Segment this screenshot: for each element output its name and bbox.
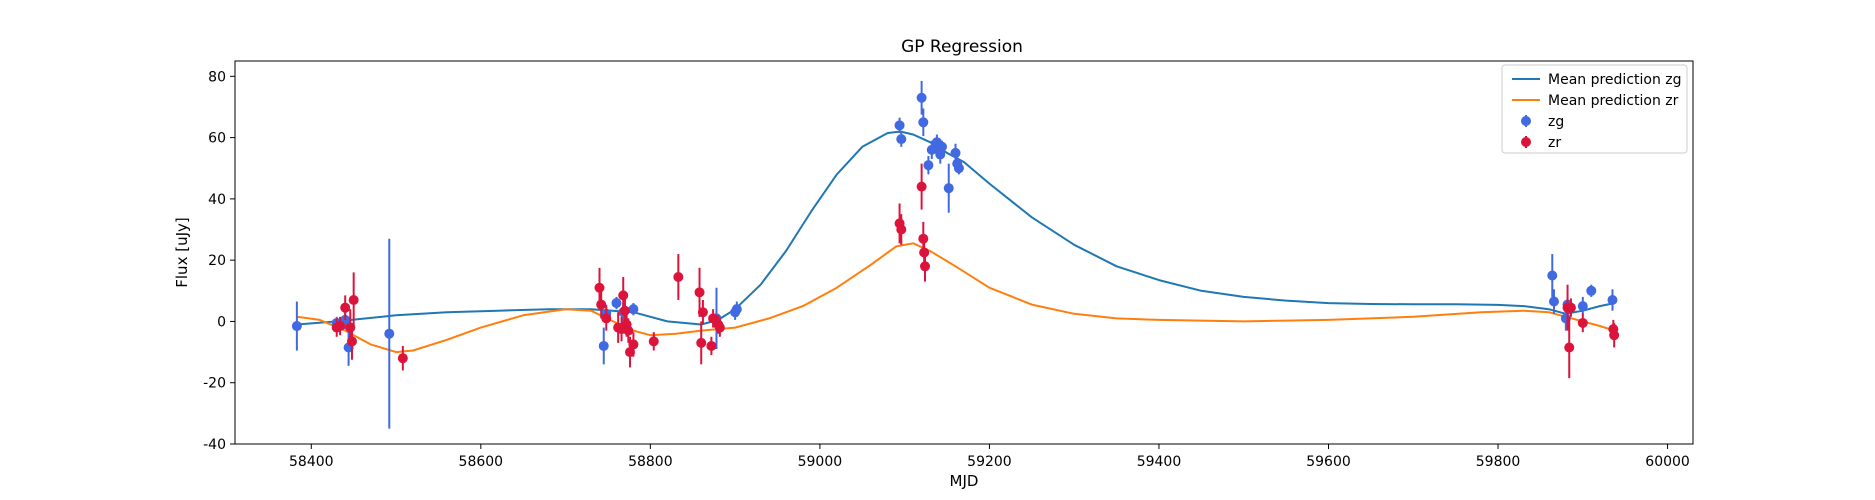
data-point [896, 224, 907, 235]
data-point [936, 141, 947, 152]
data-point [697, 307, 708, 318]
data-point [731, 304, 742, 315]
data-point [1565, 302, 1576, 313]
x-axis-label: MJD [950, 472, 979, 490]
data-point [894, 120, 905, 131]
data-point [648, 336, 659, 347]
data-point [673, 272, 684, 283]
data-point [923, 160, 934, 171]
data-point [619, 305, 630, 316]
data-point [397, 353, 408, 364]
data-point [916, 181, 927, 192]
data-point [953, 163, 964, 174]
legend-entry-label: zg [1548, 114, 1564, 130]
data-point [714, 322, 725, 333]
data-point [896, 134, 907, 145]
x-tick-label: 59000 [798, 454, 843, 470]
data-point [1564, 342, 1575, 353]
x-tick-label: 59600 [1306, 454, 1351, 470]
data-point [943, 183, 954, 194]
data-point [1577, 317, 1588, 328]
y-axis-ticks: -40 -20 0 20 40 60 80 [203, 69, 235, 453]
y-axis-label: Flux [uJy] [173, 217, 191, 287]
y-tick-label: -40 [203, 437, 226, 453]
y-tick-label: 60 [208, 131, 226, 147]
axes-frame [234, 60, 1694, 445]
x-tick-label: 58800 [628, 454, 673, 470]
data-point [920, 261, 931, 272]
data-point [346, 336, 357, 347]
legend-box [1501, 64, 1688, 154]
data-point [1586, 285, 1597, 296]
data-point [1607, 294, 1618, 305]
data-point [596, 299, 607, 310]
data-point [706, 340, 717, 351]
data-point [384, 328, 395, 339]
legend-marker-swatch [1521, 116, 1531, 126]
data-point [1609, 330, 1620, 341]
legend: Mean prediction zg Mean prediction zr zg zr [1501, 64, 1688, 154]
data-point [598, 340, 609, 351]
series-zg [291, 80, 1618, 429]
x-tick-label: 58400 [289, 454, 334, 470]
y-tick-label: 40 [208, 192, 226, 208]
x-axis-ticks: 58400 58600 58800 59000 59200 59400 59600 59800… [289, 444, 1690, 470]
data-point [618, 290, 629, 301]
legend-entry-label: Mean prediction zg [1548, 72, 1682, 88]
data-point [916, 92, 927, 103]
data-point [696, 337, 707, 348]
data-point [335, 321, 346, 332]
data-point [628, 304, 639, 315]
data-point [340, 302, 351, 313]
legend-entry-label: zr [1548, 135, 1561, 151]
x-tick-label: 59400 [1137, 454, 1182, 470]
data-point [611, 298, 622, 309]
y-tick-label: 0 [217, 314, 226, 330]
data-point [623, 325, 634, 336]
chart-title: GP Regression [901, 37, 1023, 57]
x-tick-label: 58600 [459, 454, 504, 470]
y-tick-label: 80 [208, 69, 226, 85]
data-point [950, 147, 961, 158]
data-point [348, 294, 359, 305]
data-point [1547, 270, 1558, 281]
data-point [601, 313, 612, 324]
x-tick-label: 60000 [1645, 454, 1690, 470]
series-zr [331, 163, 1620, 379]
data-point [1548, 296, 1559, 307]
data-point [1577, 301, 1588, 312]
data-point [594, 282, 605, 293]
data-point [918, 117, 929, 128]
y-tick-label: 20 [208, 253, 226, 269]
data-point [291, 321, 302, 332]
plot-area [291, 80, 1620, 429]
data-point [628, 339, 639, 350]
legend-entry-label: Mean prediction zr [1548, 93, 1679, 109]
line-series-1 [296, 242, 1615, 354]
data-point [694, 287, 705, 298]
legend-marker-swatch [1521, 137, 1531, 147]
x-tick-label: 59800 [1476, 454, 1521, 470]
x-tick-label: 59200 [967, 454, 1012, 470]
y-tick-label: -20 [203, 376, 226, 392]
